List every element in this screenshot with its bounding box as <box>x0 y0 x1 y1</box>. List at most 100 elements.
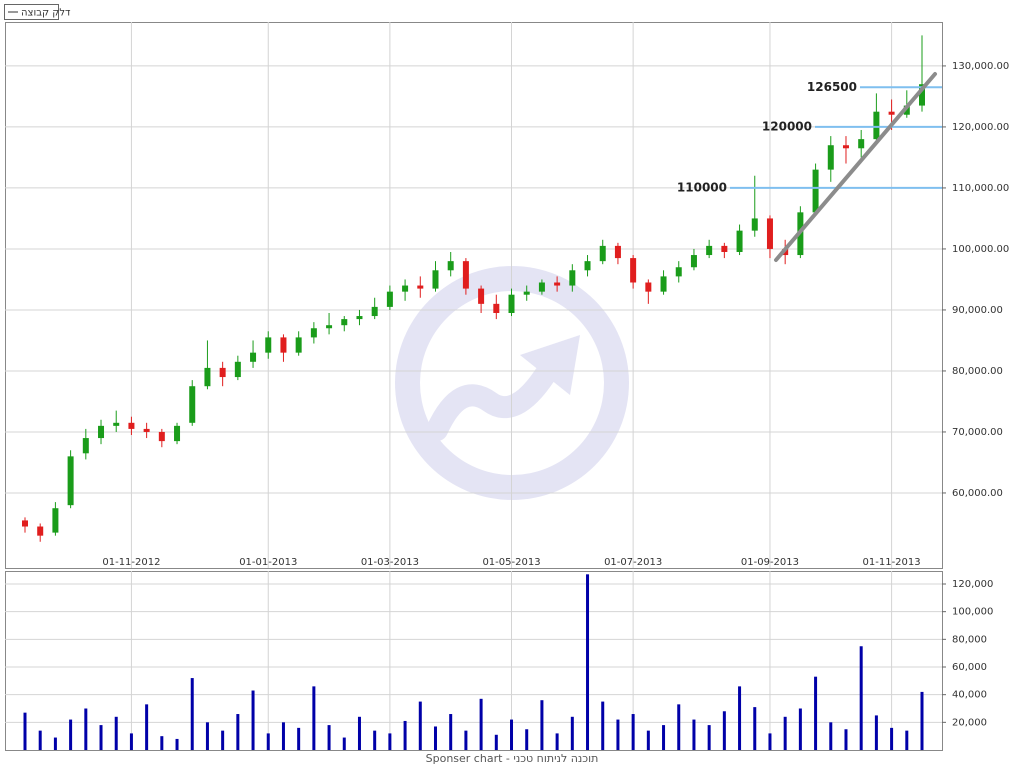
candle-body <box>219 367 226 378</box>
candle-body <box>326 325 333 329</box>
watermark-arrowhead <box>520 335 580 395</box>
volume-bar <box>586 574 590 750</box>
x-tick-label: 01-03-2013 <box>361 557 419 568</box>
candle-body <box>660 276 667 292</box>
candle-body <box>766 218 773 249</box>
volume-bar <box>783 716 787 750</box>
candle-body <box>52 508 59 533</box>
y-tick-label: 70,000.00 <box>952 427 1003 438</box>
volume-bar <box>768 733 772 750</box>
candle-body <box>675 267 682 277</box>
candle-body <box>508 294 515 313</box>
volume-bar <box>662 725 666 750</box>
candle-body <box>645 282 652 292</box>
candle-body <box>736 230 743 252</box>
level-label: 120000 <box>762 119 812 133</box>
trend-line <box>774 72 937 262</box>
candle-body <box>827 145 834 170</box>
candle-body <box>706 245 713 256</box>
y-tick-label: 20,000 <box>952 717 987 728</box>
candle-body <box>265 337 272 353</box>
volume-bar <box>251 690 255 750</box>
candle-body <box>310 328 317 338</box>
volume-bar <box>403 720 407 750</box>
x-tick-label: 01-09-2013 <box>741 557 799 568</box>
volume-bar <box>844 729 848 750</box>
volume-bar <box>99 725 103 750</box>
candle-body <box>554 282 561 286</box>
candle-body <box>158 431 165 442</box>
candle-body <box>417 285 424 289</box>
candle-body <box>919 84 925 106</box>
volume-bar <box>646 730 650 750</box>
volume-bar <box>479 698 483 750</box>
volume-bar <box>494 734 498 750</box>
volume-bar <box>281 722 285 750</box>
volume-bar <box>145 704 149 750</box>
y-tick-label: 110,000.00 <box>952 183 1009 194</box>
volume-bar <box>525 729 529 750</box>
candle-body <box>888 111 895 115</box>
y-tick-label: 100,000.00 <box>952 244 1009 255</box>
volume-bar <box>510 719 514 750</box>
y-tick-label: 120,000 <box>952 579 993 590</box>
volume-bar <box>555 733 559 750</box>
y-tick-label: 80,000.00 <box>952 366 1003 377</box>
candle-body <box>143 428 150 432</box>
volume-bar <box>160 736 164 750</box>
candle-body <box>903 105 910 115</box>
volume-bar <box>221 730 225 750</box>
volume-bar <box>859 646 863 750</box>
candle-body <box>37 526 44 536</box>
y-tick-label: 100,000 <box>952 607 993 618</box>
volume-bar <box>312 686 316 750</box>
candle-body <box>462 261 469 289</box>
candle-body <box>280 337 287 353</box>
candle-body <box>538 282 545 292</box>
volume-bar <box>692 719 696 750</box>
volume-bar <box>114 716 118 750</box>
volume-bar <box>540 700 544 750</box>
volume-bar <box>38 730 42 750</box>
candle-body <box>341 319 348 326</box>
volume-bar <box>84 708 88 750</box>
x-tick-label: 01-11-2013 <box>863 557 921 568</box>
candle-body <box>371 306 378 317</box>
candle-body <box>234 361 241 378</box>
candle-body <box>295 337 302 353</box>
y-tick-label: 90,000.00 <box>952 305 1003 316</box>
candle-body <box>523 291 530 295</box>
volume-bar <box>129 733 133 750</box>
legend-label: דלק קבוצה <box>21 8 71 19</box>
volume-bar <box>905 730 909 750</box>
candle-body <box>493 303 500 313</box>
volume-bar <box>601 701 605 750</box>
candle-body <box>447 261 454 271</box>
candle-body <box>128 422 135 429</box>
volume-bar <box>874 715 878 750</box>
volume-bar <box>570 716 574 750</box>
volume-bar <box>357 716 361 750</box>
volume-bar <box>23 712 27 750</box>
level-label: 110000 <box>677 180 727 194</box>
level-label: 126500 <box>807 80 857 94</box>
candle-body <box>250 352 257 362</box>
candle-body <box>98 425 105 439</box>
y-tick-label: 130,000.00 <box>952 61 1009 72</box>
candle-body <box>402 285 409 292</box>
volume-bar <box>53 737 57 750</box>
watermark-arrow <box>426 364 556 441</box>
volume-bar <box>236 714 240 750</box>
legend-box <box>4 4 59 20</box>
volume-bar <box>890 727 894 750</box>
volume-bar <box>297 727 301 750</box>
volume-bar <box>616 719 620 750</box>
volume-bar <box>266 733 270 750</box>
volume-bar <box>631 714 635 750</box>
x-tick-label: 01-11-2012 <box>102 557 160 568</box>
volume-bar <box>829 722 833 750</box>
y-tick-label: 40,000 <box>952 690 987 701</box>
candle-body <box>204 367 211 387</box>
candle-body <box>614 245 621 259</box>
